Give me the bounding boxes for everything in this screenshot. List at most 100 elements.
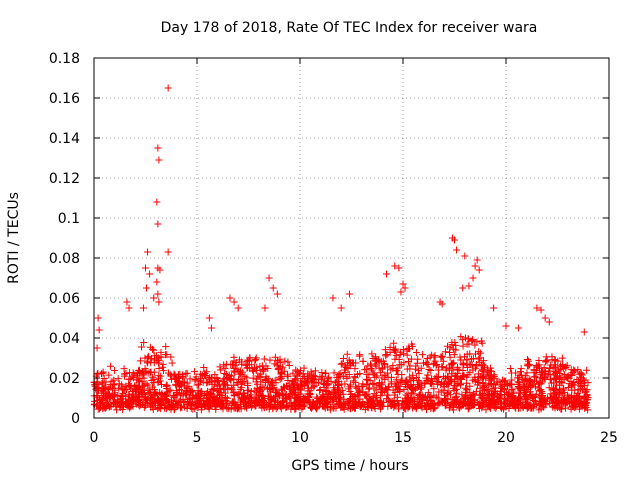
noise-point <box>124 402 132 410</box>
noise-point <box>212 405 220 413</box>
noise-point <box>551 356 559 364</box>
data-point <box>383 270 391 278</box>
noise-point <box>441 348 449 356</box>
noise-point <box>198 371 206 379</box>
noise-point <box>320 392 328 400</box>
noise-point <box>312 379 320 387</box>
noise-point <box>427 396 435 404</box>
noise-point <box>277 385 285 393</box>
noise-point <box>222 393 230 401</box>
noise-point <box>558 362 566 370</box>
noise-point <box>516 371 524 379</box>
noise-point <box>569 399 577 407</box>
data-point <box>261 304 269 312</box>
noise-point <box>502 396 510 404</box>
noise-point <box>99 369 107 377</box>
noise-point <box>163 351 171 359</box>
noise-point <box>419 359 427 367</box>
noise-point <box>538 388 546 396</box>
noise-point <box>435 399 443 407</box>
data-point <box>541 314 549 322</box>
noise-point <box>193 392 201 400</box>
noise-point <box>457 376 465 384</box>
noise-point <box>233 365 241 373</box>
noise-point <box>521 389 529 397</box>
noise-point <box>342 364 350 372</box>
noise-point <box>339 372 347 380</box>
noise-point <box>195 381 203 389</box>
noise-point <box>379 357 387 365</box>
noise-point <box>172 387 180 395</box>
noise-point <box>506 364 514 372</box>
noise-point <box>366 360 374 368</box>
noise-point <box>415 378 423 386</box>
noise-point <box>582 387 590 395</box>
noise-point <box>477 361 485 369</box>
noise-point <box>257 396 265 404</box>
noise-point <box>356 387 364 395</box>
data-point <box>533 304 541 312</box>
noise-point <box>343 375 351 383</box>
noise-point <box>412 373 420 381</box>
noise-point <box>163 385 171 393</box>
noise-point <box>390 339 398 347</box>
noise-point <box>439 357 447 365</box>
noise-point <box>551 363 559 371</box>
noise-point <box>424 371 432 379</box>
noise-point <box>107 394 115 402</box>
noise-point <box>427 366 435 374</box>
noise-point <box>235 370 243 378</box>
noise-point <box>564 372 572 380</box>
noise-point <box>265 400 273 408</box>
noise-point <box>571 386 579 394</box>
noise-point <box>294 402 302 410</box>
noise-point <box>168 400 176 408</box>
noise-point <box>310 401 318 409</box>
noise-point <box>317 375 325 383</box>
noise-point <box>400 359 408 367</box>
noise-point <box>404 344 412 352</box>
noise-point <box>455 403 463 411</box>
noise-point <box>178 404 186 412</box>
noise-point <box>377 392 385 400</box>
noise-point <box>235 390 243 398</box>
noise-point <box>424 360 432 368</box>
noise-point <box>285 362 293 370</box>
noise-point <box>347 390 355 398</box>
noise-point <box>204 391 212 399</box>
x-tick-label: 10 <box>291 430 309 446</box>
noise-point <box>270 385 278 393</box>
noise-point <box>372 353 380 361</box>
noise-point <box>523 403 531 411</box>
noise-point <box>558 354 566 362</box>
noise-point <box>252 366 260 374</box>
noise-point <box>275 390 283 398</box>
noise-point <box>384 383 392 391</box>
data-point <box>345 290 353 298</box>
noise-point <box>583 391 591 399</box>
noise-point <box>327 393 335 401</box>
noise-point <box>321 400 329 408</box>
noise-point <box>365 384 373 392</box>
noise-point <box>515 378 523 386</box>
noise-point <box>145 352 153 360</box>
noise-point <box>365 385 373 393</box>
noise-point <box>150 386 158 394</box>
noise-point <box>390 403 398 411</box>
noise-point <box>136 357 144 365</box>
noise-point <box>488 374 496 382</box>
noise-point <box>386 348 394 356</box>
noise-point <box>367 362 375 370</box>
noise-point <box>384 363 392 371</box>
noise-point <box>222 400 230 408</box>
noise-point <box>209 386 217 394</box>
noise-point <box>479 380 487 388</box>
noise-point <box>316 386 324 394</box>
noise-point <box>243 404 251 412</box>
noise-point <box>530 393 538 401</box>
noise-point <box>93 401 101 409</box>
noise-point <box>448 341 456 349</box>
noise-point <box>258 383 266 391</box>
noise-point <box>523 369 531 377</box>
